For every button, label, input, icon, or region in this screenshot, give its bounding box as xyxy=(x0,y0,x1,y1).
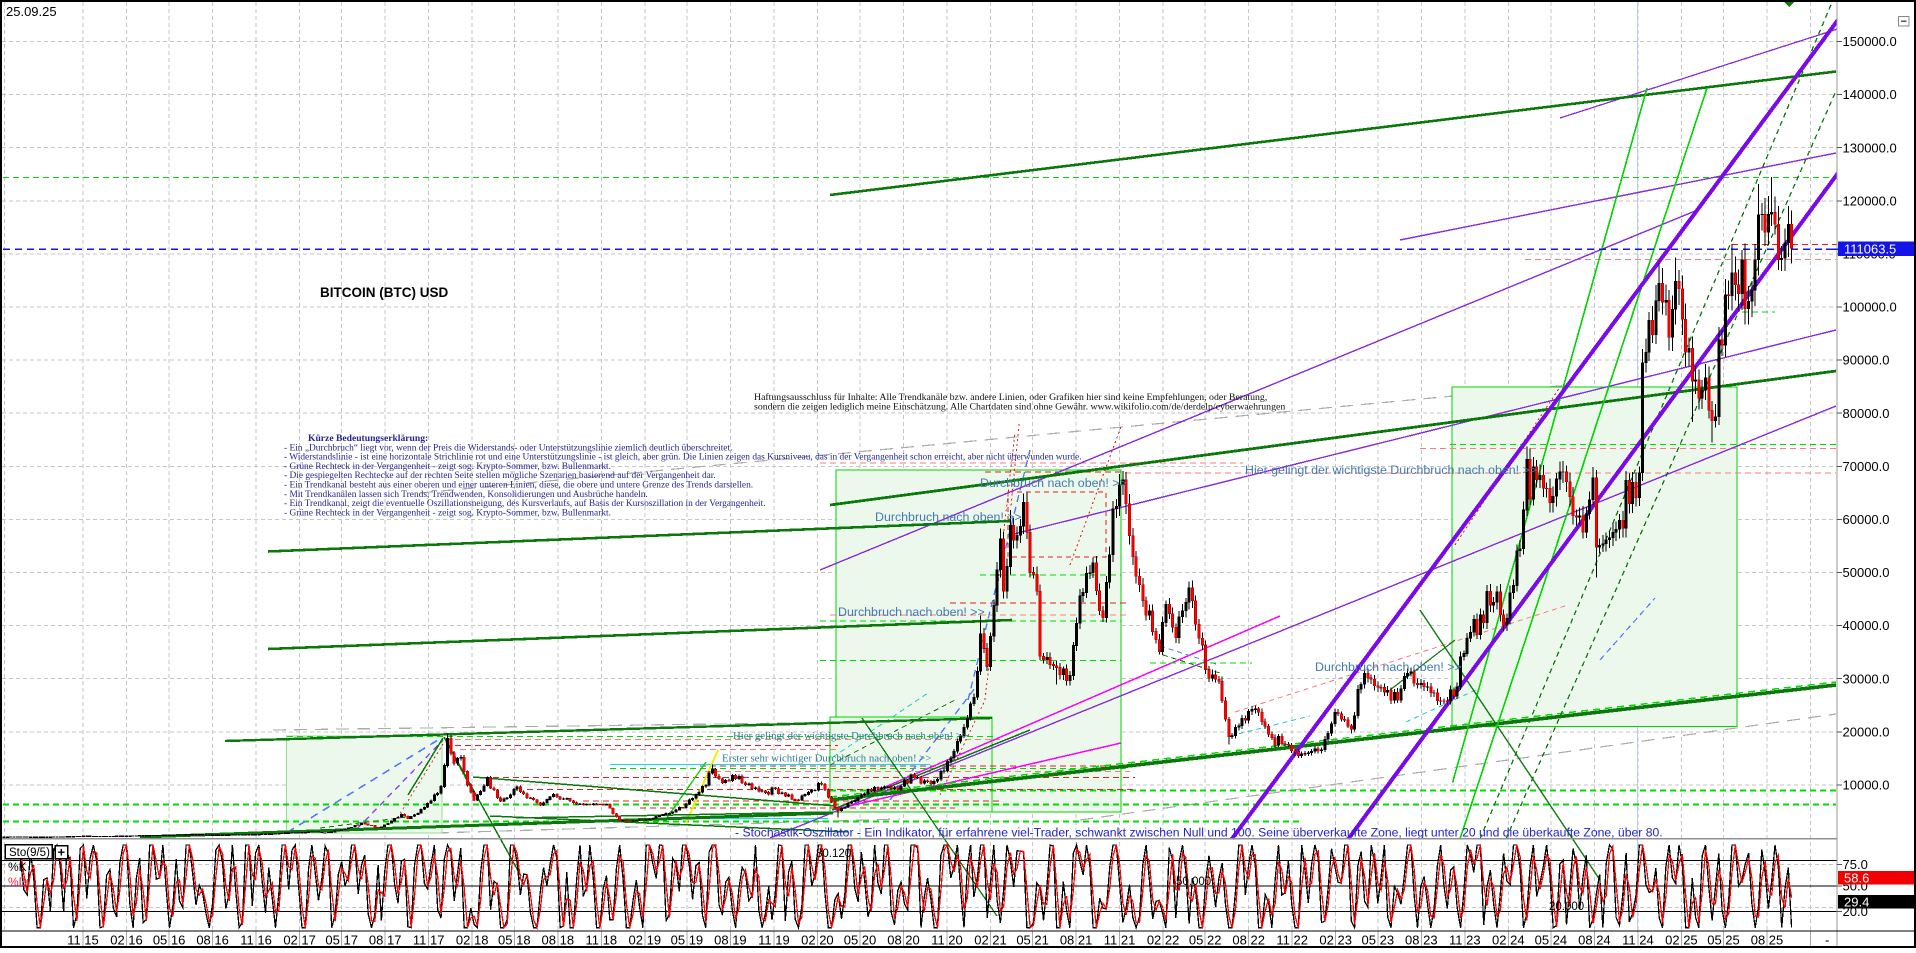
svg-text:11 20: 11 20 xyxy=(931,933,963,948)
svg-text:Haftungsausschluss für Inhalte: Haftungsausschluss für Inhalte: Alle Tre… xyxy=(754,392,1267,403)
svg-text:08 16: 08 16 xyxy=(196,933,229,948)
svg-text:11 22: 11 22 xyxy=(1276,933,1308,948)
svg-text:- Mit Trendkanälen lassen sich: - Mit Trendkanälen lassen sich Trends, T… xyxy=(284,490,648,500)
svg-text:Durchbruch nach oben! >>: Durchbruch nach oben! >> xyxy=(838,605,985,619)
svg-text:02 19: 02 19 xyxy=(629,933,662,948)
svg-text:02 24: 02 24 xyxy=(1492,933,1525,948)
svg-text:40000.0: 40000.0 xyxy=(1843,618,1890,633)
svg-text:11 21: 11 21 xyxy=(1104,933,1136,948)
svg-text:02 16: 02 16 xyxy=(110,933,143,948)
svg-text:Erster sehr wichtiger Durchbru: Erster sehr wichtiger Durchbruch nach ob… xyxy=(722,753,931,765)
svg-text:11 17: 11 17 xyxy=(413,933,445,948)
svg-text:05 18: 05 18 xyxy=(498,933,531,948)
svg-text:02 18: 02 18 xyxy=(456,933,489,948)
svg-text:Hier gelingt der wichtigste Du: Hier gelingt der wichtigste Durchbruch n… xyxy=(733,730,968,742)
svg-text:08 17: 08 17 xyxy=(369,933,402,948)
svg-text:05 24: 05 24 xyxy=(1535,933,1568,948)
svg-text:-: - xyxy=(1825,933,1829,948)
svg-text:05 23: 05 23 xyxy=(1362,933,1395,948)
svg-text:05 20: 05 20 xyxy=(844,933,877,948)
svg-text:58.6: 58.6 xyxy=(1844,870,1869,885)
svg-text:80000.0: 80000.0 xyxy=(1843,406,1890,421)
svg-text:08 22: 08 22 xyxy=(1232,933,1265,948)
svg-text:11 19: 11 19 xyxy=(758,933,790,948)
svg-text:- Grüne Rechteck in der Vergan: - Grüne Rechteck in der Vergangenheit - … xyxy=(284,462,611,472)
svg-text:Durchbruch nach oben! >>: Durchbruch nach oben! >> xyxy=(875,510,1022,524)
svg-text:90000.0: 90000.0 xyxy=(1843,353,1890,368)
svg-text:08 18: 08 18 xyxy=(542,933,575,948)
svg-text:Sto(9/5): Sto(9/5) xyxy=(9,847,50,859)
svg-text:02 22: 02 22 xyxy=(1147,933,1180,948)
svg-text:29.4: 29.4 xyxy=(1844,894,1869,909)
svg-text:02 17: 02 17 xyxy=(283,933,316,948)
svg-text:02 25: 02 25 xyxy=(1665,933,1698,948)
svg-text:02 23: 02 23 xyxy=(1319,933,1352,948)
svg-text:120000.0: 120000.0 xyxy=(1843,193,1897,208)
svg-text:80.120: 80.120 xyxy=(816,848,851,860)
svg-text:75.0: 75.0 xyxy=(1843,857,1868,872)
svg-text:08 20: 08 20 xyxy=(887,933,920,948)
svg-text:05 25: 05 25 xyxy=(1707,933,1740,948)
svg-text:08 25: 08 25 xyxy=(1751,933,1784,948)
svg-text:02 21: 02 21 xyxy=(974,933,1007,948)
svg-text:- Widerstandslinie - ist eine: - Widerstandslinie - ist eine horizontal… xyxy=(284,453,1082,463)
svg-text:20.000: 20.000 xyxy=(1549,901,1584,913)
svg-text:05 16: 05 16 xyxy=(153,933,186,948)
svg-text:11 23: 11 23 xyxy=(1449,933,1481,948)
svg-text:- Stochastik-Oszillator - Ein: - Stochastik-Oszillator - Ein Indikator,… xyxy=(735,826,1663,840)
svg-text:02 20: 02 20 xyxy=(801,933,834,948)
svg-text:100000.0: 100000.0 xyxy=(1843,300,1897,315)
svg-text:- Ein Trendkanal, zeigt die ev: - Ein Trendkanal, zeigt die eventuelle O… xyxy=(284,498,766,509)
svg-text:130000.0: 130000.0 xyxy=(1843,140,1897,155)
svg-text:05 19: 05 19 xyxy=(671,933,704,948)
svg-text:- Ein Trendkanal besteht aus e: - Ein Trendkanal besteht aus einer obere… xyxy=(284,481,753,491)
svg-text:- Die gespiegelten Rechtecke a: - Die gespiegelten Rechtecke auf der rec… xyxy=(284,470,716,481)
svg-text:%D: %D xyxy=(8,875,28,889)
svg-text:30000.0: 30000.0 xyxy=(1843,671,1890,686)
svg-text:05 17: 05 17 xyxy=(325,933,358,948)
svg-text:50.000: 50.000 xyxy=(1176,876,1211,888)
svg-text:Hier gelingt der wichtigste Du: Hier gelingt der wichtigste Durchbruch n… xyxy=(1245,463,1537,477)
svg-text:%K: %K xyxy=(8,860,27,874)
svg-text:08 24: 08 24 xyxy=(1578,933,1611,948)
svg-text:08 19: 08 19 xyxy=(714,933,747,948)
svg-text:BITCOIN (BTC) USD: BITCOIN (BTC) USD xyxy=(320,285,448,300)
svg-text:111063.5: 111063.5 xyxy=(1844,242,1896,257)
svg-text:05 22: 05 22 xyxy=(1189,933,1222,948)
svg-text:11 24: 11 24 xyxy=(1622,933,1654,948)
svg-text:11 18: 11 18 xyxy=(586,933,618,948)
svg-text:08 23: 08 23 xyxy=(1405,933,1438,948)
svg-text:05 21: 05 21 xyxy=(1016,933,1049,948)
svg-text:150000.0: 150000.0 xyxy=(1843,34,1897,49)
svg-text:11 15: 11 15 xyxy=(67,933,99,948)
svg-text:50000.0: 50000.0 xyxy=(1843,565,1890,580)
svg-text:70000.0: 70000.0 xyxy=(1843,459,1890,474)
svg-text:- Ein „Durchbruch“ liegt vor,: - Ein „Durchbruch“ liegt vor, wenn der P… xyxy=(284,443,732,453)
svg-text:20000.0: 20000.0 xyxy=(1843,724,1890,739)
svg-text:Durchbruch nach oben! >>: Durchbruch nach oben! >> xyxy=(1315,660,1462,674)
svg-text:Kürze Bedeutungserklärung:: Kürze Bedeutungserklärung: xyxy=(308,433,428,444)
svg-text:- Grüne Rechteck in der Vergan: - Grüne Rechteck in der Vergangenheit - … xyxy=(284,508,611,518)
svg-text:140000.0: 140000.0 xyxy=(1843,87,1897,102)
svg-text:60000.0: 60000.0 xyxy=(1843,512,1890,527)
svg-text:Durchbruch nach oben! >>: Durchbruch nach oben! >> xyxy=(980,476,1127,490)
svg-text:25.09.25: 25.09.25 xyxy=(6,4,57,19)
svg-text:10000.0: 10000.0 xyxy=(1843,778,1890,793)
svg-text:11 16: 11 16 xyxy=(240,933,272,948)
svg-text:08 21: 08 21 xyxy=(1060,933,1093,948)
svg-text:sondern die zeigen lediglich m: sondern die zeigen lediglich meine Einsc… xyxy=(754,402,1285,413)
svg-text:+: + xyxy=(58,845,66,860)
